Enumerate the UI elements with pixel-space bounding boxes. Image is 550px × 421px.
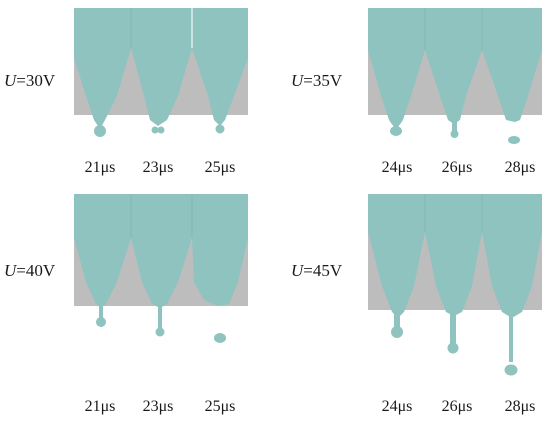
- voltage-variable: U: [291, 261, 304, 280]
- droplet-panel-35v: [368, 8, 542, 148]
- time-label: 28μs: [504, 159, 536, 176]
- time-label: 25μs: [204, 159, 236, 176]
- voltage-variable: U: [4, 71, 17, 90]
- time-label: 23μs: [142, 159, 174, 176]
- voltage-variable: U: [291, 71, 304, 90]
- time-label: 24μs: [381, 398, 413, 415]
- voltage-value: =30V: [16, 71, 56, 90]
- voltage-label-35v: U=35V: [291, 72, 342, 89]
- time-label: 26μs: [441, 398, 473, 415]
- droplet-panel-30v: [74, 8, 248, 140]
- voltage-label-30v: U=30V: [4, 72, 55, 89]
- voltage-value: =35V: [303, 71, 343, 90]
- time-label: 25μs: [204, 398, 236, 415]
- droplet-panel-40v: [74, 194, 248, 354]
- voltage-label-45v: U=45V: [291, 262, 342, 279]
- time-label: 26μs: [441, 159, 473, 176]
- time-label: 23μs: [142, 398, 174, 415]
- voltage-value: =40V: [16, 261, 56, 280]
- voltage-label-40v: U=40V: [4, 262, 55, 279]
- voltage-variable: U: [4, 261, 17, 280]
- voltage-value: =45V: [303, 261, 343, 280]
- time-label: 21μs: [84, 159, 116, 176]
- droplet-panel-45v: [368, 194, 542, 386]
- time-label: 24μs: [381, 159, 413, 176]
- time-label: 28μs: [504, 398, 536, 415]
- time-label: 21μs: [84, 398, 116, 415]
